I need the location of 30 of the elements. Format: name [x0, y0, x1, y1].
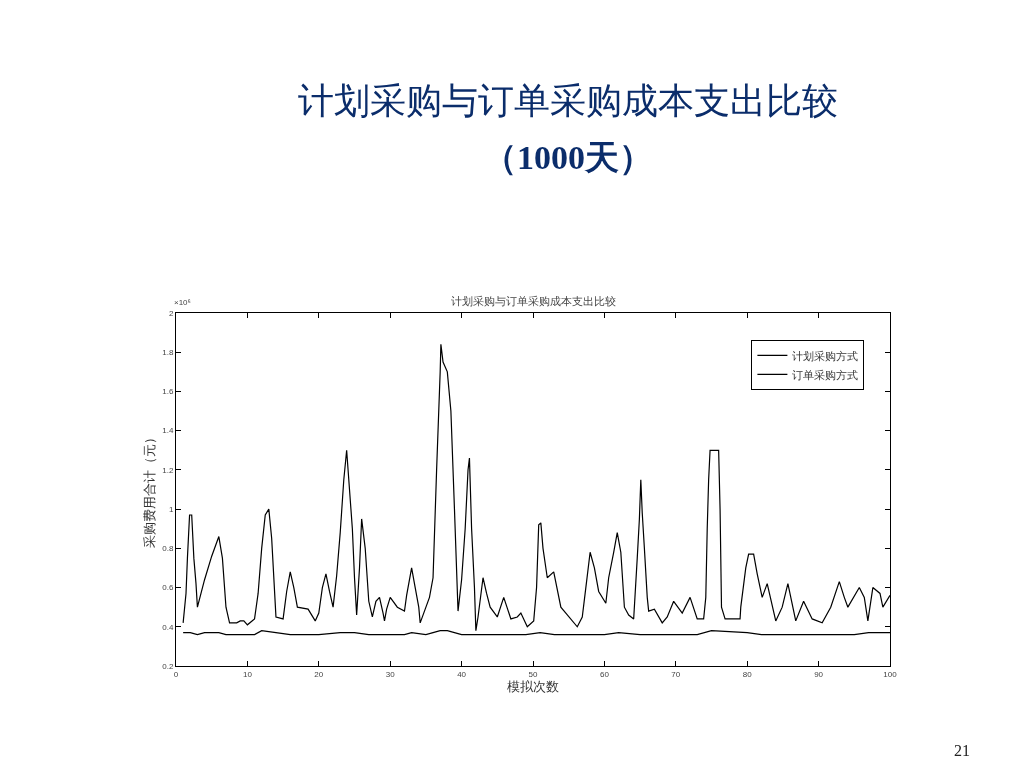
legend-label: 订单采购方式	[792, 368, 859, 381]
x-tick-label: 100	[883, 669, 898, 679]
legend-label: 计划采购方式	[792, 349, 859, 362]
y-tick-label: 0.4	[162, 622, 174, 632]
x-tick-label: 50	[528, 669, 538, 679]
y-tick-label: 0.6	[162, 583, 174, 593]
y-tick-label: 1.4	[162, 426, 174, 436]
y-tick-label: 0.8	[162, 544, 174, 554]
text: 计划采购与订单采购成本支出比较	[451, 295, 616, 307]
x-tick-label: 0	[173, 669, 179, 679]
x-tick-label: 10	[242, 669, 253, 679]
text: ×10⁶	[174, 298, 191, 307]
chart-title: 计划采购与订单采购成本支出比较	[298, 80, 839, 121]
x-tick-label: 40	[457, 669, 467, 679]
text: 21	[954, 742, 970, 759]
y-tick-label: 1.2	[162, 465, 174, 475]
chart-subtitle: （1000天）	[483, 139, 653, 176]
x-tick-label: 90	[814, 669, 824, 679]
x-tick-label: 60	[599, 669, 610, 679]
y-axis-title: 采购费用合计（元）	[142, 431, 158, 548]
y-tick-label: 1.8	[162, 348, 174, 358]
x-tick-label: 70	[671, 669, 681, 679]
y-tick-label: 1.6	[162, 387, 174, 397]
y-tick-label: 1	[168, 504, 174, 514]
x-tick-label: 80	[742, 669, 753, 679]
x-tick-label: 20	[314, 669, 324, 679]
y-tick-label: 2	[168, 308, 174, 318]
y-tick-label: 0.2	[162, 661, 174, 671]
x-tick-label: 30	[385, 669, 396, 679]
x-axis-title: 模拟次数	[507, 679, 559, 695]
